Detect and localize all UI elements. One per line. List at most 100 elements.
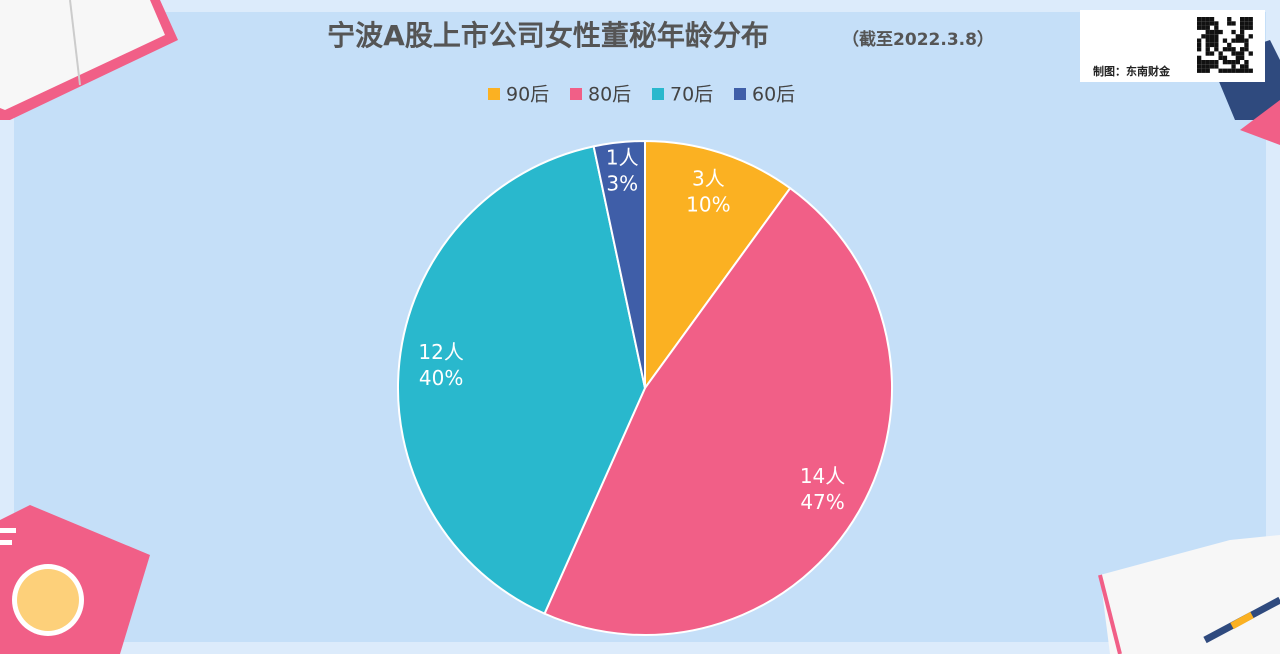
qr-cell	[1231, 64, 1236, 69]
qr-cell	[1235, 51, 1240, 56]
qr-cell	[1214, 60, 1219, 65]
qr-cell	[1248, 17, 1253, 22]
qr-cell	[1209, 29, 1215, 35]
qr-cell	[1218, 68, 1223, 73]
qr-cell	[1205, 47, 1210, 52]
qr-cell	[1240, 25, 1245, 30]
qr-cell	[1227, 21, 1232, 26]
qr-cell	[1214, 38, 1219, 43]
qr-cell	[1218, 51, 1223, 56]
qr-cell	[1201, 64, 1206, 69]
qr-cell	[1197, 42, 1202, 48]
qr-cell	[1214, 42, 1219, 48]
qr-cell	[1205, 21, 1210, 26]
qr-cell	[1209, 42, 1215, 48]
legend-swatch	[570, 88, 582, 100]
qr-cell	[1205, 34, 1210, 39]
qr-cell	[1209, 60, 1215, 65]
qr-cell	[1248, 68, 1253, 73]
pie-slice	[397, 145, 647, 615]
qr-cell	[1201, 60, 1206, 65]
qr-cell	[1201, 21, 1206, 26]
qr-cell	[1248, 21, 1253, 26]
qr-cell	[1222, 60, 1228, 65]
chart-title: 宁波A股上市公司女性董秘年龄分布	[327, 19, 769, 52]
qr-cell	[1240, 29, 1245, 35]
qr-cell	[1205, 64, 1210, 69]
qr-cell	[1222, 47, 1228, 52]
qr-cell	[1197, 55, 1202, 60]
data-label: 3人	[692, 167, 725, 191]
qr-cell	[1235, 38, 1240, 43]
pie-slice	[592, 139, 646, 389]
qr-cell	[1197, 60, 1202, 65]
qr-cell	[1240, 34, 1245, 39]
qr-cell	[1201, 68, 1206, 73]
qr-cell	[1218, 29, 1223, 35]
data-label: 3%	[606, 171, 638, 195]
qr-cell	[1244, 60, 1249, 65]
qr-cell	[1227, 17, 1232, 22]
qr-cell	[1235, 68, 1240, 73]
qr-cell	[1235, 55, 1240, 60]
qr-cell	[1231, 21, 1236, 26]
qr-cell	[1244, 47, 1249, 52]
qr-cell	[1222, 38, 1228, 43]
qr-cell	[1231, 60, 1236, 65]
qr-cell	[1227, 47, 1232, 52]
qr-cell	[1248, 25, 1253, 30]
credit: 制图：东南财金	[1093, 64, 1171, 78]
qr-cell	[1240, 21, 1245, 26]
qr-cell	[1240, 55, 1245, 60]
qr-cell	[1197, 64, 1202, 69]
qr-code	[1197, 17, 1253, 73]
chart-subtitle: （截至2022.3.8）	[842, 29, 994, 50]
qr-cell	[1214, 25, 1219, 30]
qr-cell	[1214, 34, 1219, 39]
legend-swatch	[734, 88, 746, 100]
qr-cell	[1222, 55, 1228, 60]
legend-swatch	[652, 88, 664, 100]
data-label: 10%	[686, 193, 730, 217]
qr-cell	[1244, 25, 1249, 30]
qr-cell	[1201, 34, 1206, 39]
legend-swatch	[488, 88, 500, 100]
data-label: 12人	[418, 340, 463, 364]
legend-label: 80后	[588, 84, 631, 106]
qr-cell	[1209, 34, 1215, 39]
qr-cell	[1205, 29, 1210, 35]
qr-cell	[1231, 51, 1236, 56]
qr-cell	[1218, 55, 1223, 60]
qr-cell	[1205, 60, 1210, 65]
qr-cell	[1205, 68, 1210, 73]
qr-cell	[1231, 47, 1236, 52]
legend-label: 90后	[506, 84, 549, 106]
legend-label: 60后	[752, 84, 795, 106]
qr-cell	[1205, 42, 1210, 48]
qr-cell	[1244, 38, 1249, 43]
qr-cell	[1231, 38, 1236, 43]
qr-cell	[1248, 51, 1253, 56]
qr-cell	[1240, 51, 1245, 56]
qr-cell	[1214, 64, 1219, 69]
qr-cell	[1227, 42, 1232, 48]
qr-cell	[1201, 17, 1206, 22]
qr-cell	[1227, 60, 1232, 65]
qr-cell	[1197, 38, 1202, 43]
qr-cell	[1231, 68, 1236, 73]
qr-cell	[1197, 25, 1202, 30]
qr-cell	[1214, 47, 1219, 52]
data-label: 47%	[800, 490, 844, 514]
qr-cell	[1235, 34, 1240, 39]
qr-cell	[1244, 42, 1249, 48]
qr-cell	[1205, 51, 1210, 56]
data-label: 1人	[606, 145, 639, 169]
qr-cell	[1222, 68, 1228, 73]
qr-cell	[1209, 21, 1215, 26]
qr-cell	[1214, 29, 1219, 35]
data-label: 14人	[800, 464, 845, 488]
qr-cell	[1209, 64, 1215, 69]
qr-cell	[1197, 68, 1202, 73]
qr-cell	[1205, 17, 1210, 22]
